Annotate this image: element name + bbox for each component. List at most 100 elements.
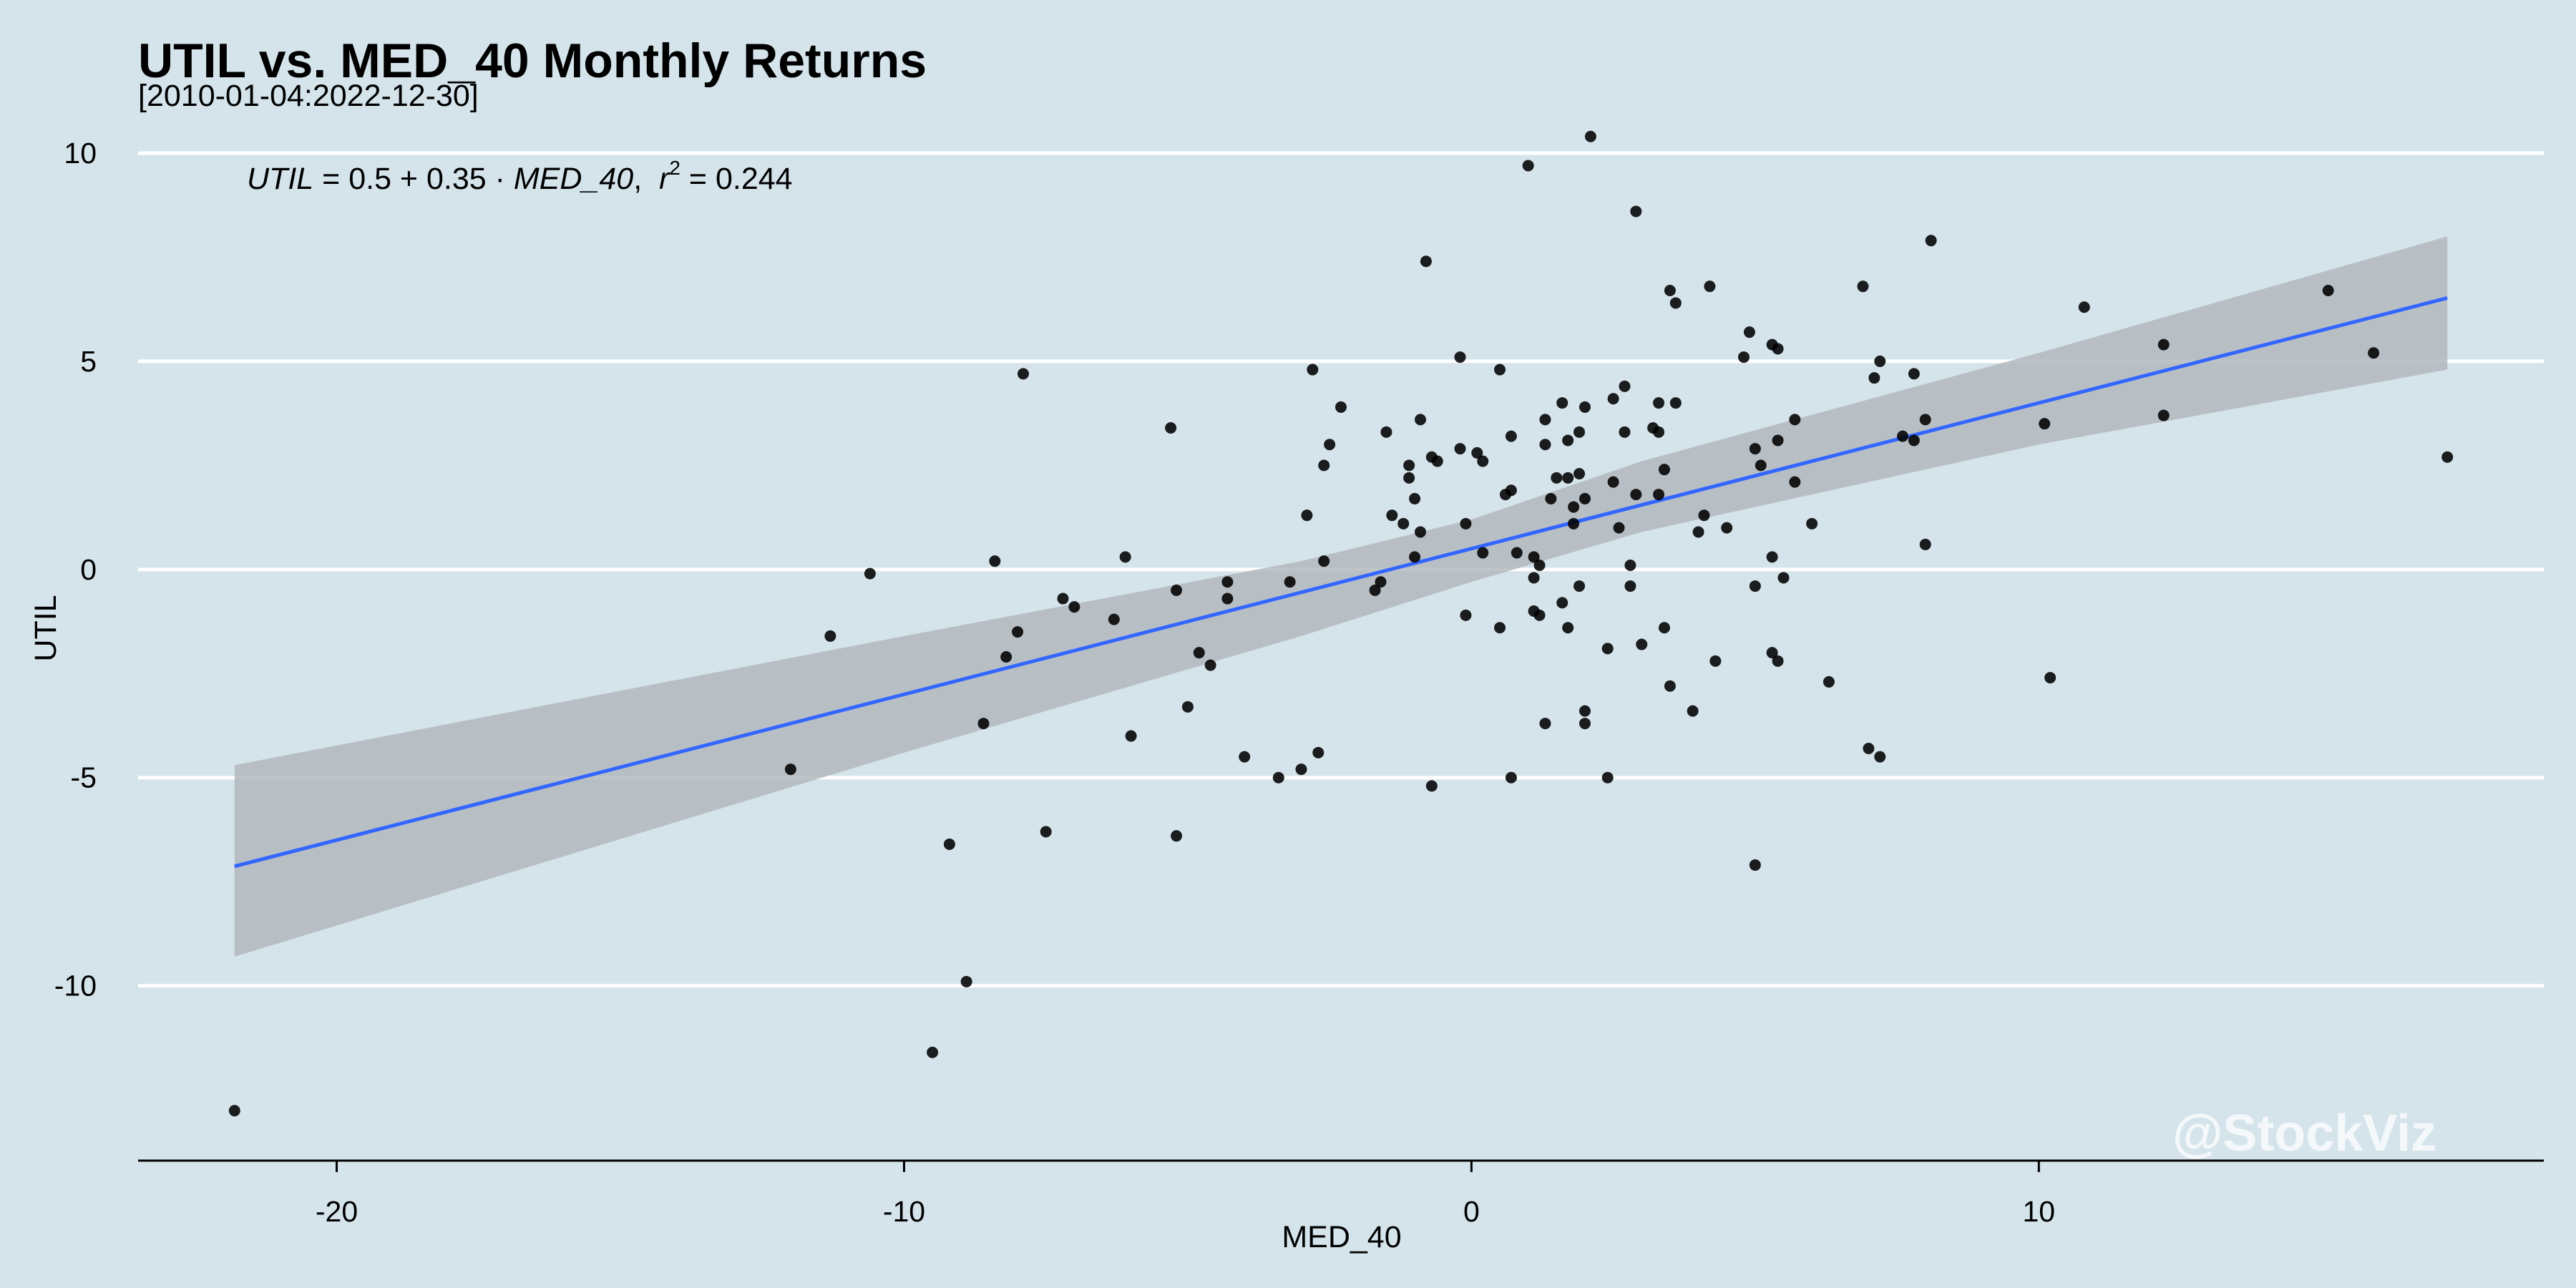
data-point bbox=[1324, 439, 1336, 451]
data-point bbox=[1477, 455, 1489, 467]
data-point bbox=[1737, 351, 1750, 364]
data-point bbox=[1454, 443, 1466, 455]
data-point bbox=[2441, 451, 2454, 463]
data-point bbox=[1619, 380, 1631, 392]
data-point bbox=[2157, 338, 2170, 351]
data-point bbox=[1664, 285, 1676, 296]
data-point bbox=[784, 763, 796, 776]
data-point bbox=[1749, 580, 1761, 592]
data-point bbox=[1766, 647, 1778, 659]
data-point bbox=[960, 975, 972, 987]
data-point bbox=[1068, 601, 1080, 613]
y-tick-label: 0 bbox=[80, 553, 97, 586]
y-tick-label: 5 bbox=[80, 345, 97, 378]
x-tick-label: 10 bbox=[2022, 1195, 2055, 1228]
data-point bbox=[1868, 372, 1880, 384]
data-point bbox=[1579, 718, 1591, 730]
data-point bbox=[1579, 401, 1591, 413]
data-point bbox=[1624, 580, 1636, 592]
data-point bbox=[1579, 705, 1591, 717]
data-point bbox=[1574, 426, 1586, 438]
data-point bbox=[1669, 297, 1682, 309]
regression-equation: UTIL = 0.5 + 0.35 · MED_40, r2 = 0.244 bbox=[247, 157, 793, 196]
data-point bbox=[1579, 492, 1591, 504]
data-point bbox=[1108, 613, 1120, 625]
data-point bbox=[1772, 343, 1784, 355]
eq-intercept: 0.5 bbox=[348, 162, 391, 196]
data-point bbox=[1692, 526, 1704, 538]
data-point bbox=[1857, 280, 1869, 293]
data-point bbox=[1040, 826, 1052, 838]
data-point bbox=[1749, 443, 1761, 455]
data-point bbox=[2039, 418, 2051, 430]
data-point bbox=[1272, 771, 1284, 784]
confidence-band bbox=[234, 236, 2448, 957]
data-point bbox=[1505, 484, 1517, 497]
data-point bbox=[1562, 434, 1574, 447]
data-point bbox=[1318, 555, 1330, 567]
data-point bbox=[1318, 459, 1330, 472]
watermark: @StockViz bbox=[2172, 1105, 2436, 1162]
data-point bbox=[1221, 592, 1234, 605]
data-point bbox=[989, 555, 1001, 567]
data-point bbox=[1698, 509, 1710, 522]
data-point bbox=[2078, 301, 2090, 313]
data-point bbox=[1755, 459, 1767, 472]
data-point bbox=[1539, 718, 1551, 730]
data-points bbox=[228, 130, 2454, 1117]
data-point bbox=[1012, 626, 1024, 638]
data-point bbox=[1653, 489, 1665, 501]
data-point bbox=[1630, 489, 1642, 501]
regression-line bbox=[234, 296, 2448, 869]
eq-variable: MED_40 bbox=[514, 162, 633, 196]
data-point bbox=[1301, 509, 1313, 522]
data-point bbox=[1653, 397, 1665, 409]
data-point bbox=[1704, 280, 1716, 293]
data-point bbox=[1568, 501, 1580, 513]
data-point bbox=[1556, 597, 1568, 609]
data-point bbox=[1528, 572, 1540, 584]
data-point bbox=[1511, 547, 1523, 559]
data-point bbox=[1562, 472, 1574, 484]
data-point bbox=[1425, 780, 1438, 792]
data-point bbox=[1181, 701, 1194, 713]
confidence-band-layer bbox=[234, 236, 2448, 957]
data-point bbox=[1919, 538, 1931, 550]
data-point bbox=[1477, 547, 1489, 559]
x-axis: -20 -10 0 10 bbox=[138, 1159, 2544, 1228]
data-point bbox=[1375, 576, 1387, 588]
data-point bbox=[1601, 771, 1614, 784]
eq-r-squared-exponent: 2 bbox=[669, 157, 680, 179]
data-point bbox=[1204, 659, 1216, 671]
data-point bbox=[1908, 368, 1920, 380]
data-point bbox=[1533, 609, 1546, 621]
data-point bbox=[1874, 751, 1886, 763]
data-point bbox=[2368, 347, 2380, 359]
data-point bbox=[228, 1105, 240, 1117]
data-point bbox=[1409, 492, 1421, 504]
data-point bbox=[1403, 472, 1415, 484]
data-point bbox=[1709, 655, 1722, 667]
data-point bbox=[1687, 705, 1699, 717]
data-point bbox=[1789, 476, 1801, 488]
data-point bbox=[1619, 426, 1631, 438]
data-point bbox=[1284, 576, 1296, 588]
data-point bbox=[1460, 609, 1472, 621]
data-point bbox=[1658, 464, 1670, 476]
chart-subtitle: [2010-01-04:2022-12-30] bbox=[138, 79, 479, 113]
eq-plus: + bbox=[391, 162, 426, 196]
eq-r-squared-value: = 0.244 bbox=[680, 162, 793, 196]
data-point bbox=[1823, 675, 1835, 688]
data-point bbox=[1777, 572, 1790, 584]
data-point bbox=[2322, 285, 2334, 296]
eq-lhs: UTIL bbox=[247, 162, 313, 196]
data-point bbox=[1789, 414, 1801, 426]
data-point bbox=[1551, 472, 1563, 484]
data-point bbox=[1307, 364, 1319, 376]
data-point bbox=[1171, 584, 1183, 596]
data-point bbox=[1919, 414, 1931, 426]
x-tick-label: -10 bbox=[883, 1195, 925, 1228]
eq-r: r bbox=[659, 162, 670, 196]
data-point bbox=[1653, 426, 1665, 438]
